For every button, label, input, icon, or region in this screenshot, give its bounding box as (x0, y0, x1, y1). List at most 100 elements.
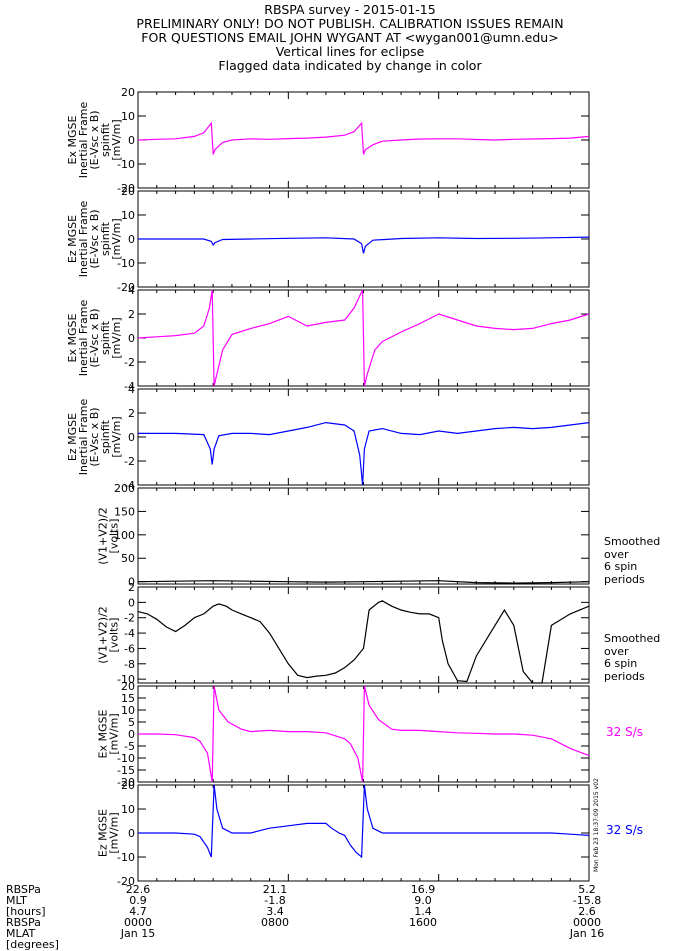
panel-frame (137, 487, 590, 585)
footer-value: 1.4 (414, 905, 432, 918)
y-tick-label: -10 (117, 257, 135, 270)
footer-value: 0000 (573, 916, 601, 929)
footer-column-0: 22.6 0.9 4.7 0000 Jan 15 (108, 884, 168, 939)
y-axis-label: [volts] (108, 618, 121, 653)
y-tick-label: -6 (124, 642, 135, 655)
y-axis-label: Inertial Frame (77, 201, 90, 278)
y-axis-label: Ex MGSE (66, 313, 79, 362)
data-series-line (138, 236, 590, 254)
y-axis-label: Ez MGSE (66, 413, 79, 461)
footer-label: [degrees] (6, 938, 59, 951)
footer-value: 22.6 (125, 883, 151, 896)
y-axis-label: Inertial Frame (77, 399, 90, 476)
y-axis-label: Ex MGSE (97, 709, 110, 758)
y-tick-label: 2 (128, 407, 135, 420)
y-axis-label: [mV/m] (108, 713, 121, 754)
eclipse-note: Vertical lines for eclipse (275, 44, 425, 59)
y-axis-label: (E-Vsc x B) (88, 308, 101, 367)
smoothed-2-line: periods (604, 669, 645, 683)
y-tick-label: -10 (117, 851, 135, 864)
y-tick-label: 0 (128, 332, 135, 345)
sample-rate-ez: 32 S/s (606, 823, 643, 837)
chart-title: RBSPA survey - 2015-01-15 (264, 2, 436, 17)
y-axis-label: spinfit (99, 221, 112, 256)
panel-frame (137, 91, 590, 189)
data-series-line (137, 580, 590, 584)
footer-value: 16.9 (410, 883, 436, 896)
data-series-line (137, 121, 590, 155)
y-tick-label: 0 (128, 134, 135, 147)
footer-value: 4.7 (129, 905, 147, 918)
smoothed-2-line: 6 spin (604, 657, 638, 670)
y-axis-label: (V1+V2)/2 (97, 507, 110, 565)
footer-value: 2.6 (578, 905, 596, 918)
y-axis-label: [mV/m] (110, 416, 123, 457)
footer-value: -1.8 (264, 894, 286, 907)
y-axis-label: (E-Vsc x B) (88, 209, 101, 268)
version-stamp: Mon Feb 23 18:37:09 2015 v02 (593, 778, 600, 872)
y-axis-label: Inertial Frame (77, 300, 90, 377)
y-tick-label: 0 (128, 431, 135, 444)
smoothed-2-line: Smoothed (604, 632, 661, 645)
sample-rate-ex: 32 S/s (606, 725, 643, 739)
y-tick-label: -4 (124, 479, 135, 492)
footer-column-3: 5.2 -15.8 2.6 0000 Jan 16 (557, 884, 617, 939)
y-axis-label: [mV/m] (110, 218, 123, 259)
y-tick-label: 10 (121, 209, 135, 222)
y-tick-label: 0 (128, 827, 135, 840)
y-tick-label: 100 (114, 529, 135, 542)
smoothed-note-1: Smoothed over 6 spin periods (604, 535, 660, 586)
footer-value: 5.2 (578, 883, 596, 896)
y-tick-label: 20 (121, 779, 135, 792)
y-tick-label: 0 (128, 728, 135, 741)
footer-value: Jan 16 (569, 927, 605, 940)
y-axis-label: (E-Vsc x B) (88, 110, 101, 169)
y-tick-label: 2 (128, 308, 135, 321)
smoothed-1-line: over (604, 547, 629, 561)
smoothed-1-line: 6 spin (604, 560, 638, 573)
contact-line: FOR QUESTIONS EMAIL JOHN WYGANT AT <wyga… (141, 30, 559, 45)
y-axis-label: spinfit (99, 419, 112, 454)
footer-label: RBSPa (6, 916, 41, 929)
y-tick-label: 10 (121, 704, 135, 717)
y-tick-label: -2 (124, 612, 135, 625)
smoothed-note-2: Smoothed over 6 spin periods (604, 632, 661, 683)
y-tick-label: 10 (121, 803, 135, 816)
y-tick-label: 0 (128, 596, 135, 609)
y-axis-label: spinfit (99, 320, 112, 355)
y-tick-label: -10 (117, 752, 135, 765)
footer-value: 0000 (124, 916, 152, 929)
y-tick-label: -15 (117, 764, 135, 777)
footer-value: 9.0 (414, 894, 432, 907)
footer-column-2: 16.9 9.0 1.4 1600 (393, 884, 453, 928)
footer-value: -15.8 (572, 894, 602, 907)
smoothed-1-line: periods (604, 572, 645, 586)
y-tick-label: 0 (128, 576, 135, 589)
footer-column-1: 21.1 -1.8 3.4 0800 (245, 884, 305, 928)
footer-value: Jan 15 (120, 927, 156, 940)
y-axis-label: [mV/m] (110, 317, 123, 358)
footer-label: RBSPa (6, 883, 41, 896)
y-axis-label: Inertial Frame (77, 102, 90, 179)
data-series-line (137, 289, 590, 387)
footer-value: 21.1 (262, 883, 288, 896)
y-tick-label: -20 (117, 182, 135, 195)
footer-label: [hours] (6, 905, 46, 918)
footer-value: 0.9 (129, 894, 147, 907)
y-tick-label: -20 (117, 776, 135, 789)
y-tick-label: -4 (124, 380, 135, 393)
y-tick-label: 50 (121, 552, 135, 565)
y-tick-label: -10 (117, 158, 135, 171)
y-axis-label: spinfit (99, 122, 112, 157)
data-series-line (138, 784, 590, 859)
y-tick-label: 200 (114, 482, 135, 495)
y-tick-label: 2 (128, 581, 135, 594)
y-axis-label: [mV/m] (108, 812, 121, 853)
y-tick-label: 5 (128, 716, 135, 729)
warning-line: PRELIMINARY ONLY! DO NOT PUBLISH. CALIBR… (136, 16, 564, 31)
y-tick-label: -10 (117, 673, 135, 686)
y-tick-label: -20 (117, 875, 135, 888)
y-axis-label: [mV/m] (110, 119, 123, 160)
y-tick-label: 0 (128, 233, 135, 246)
